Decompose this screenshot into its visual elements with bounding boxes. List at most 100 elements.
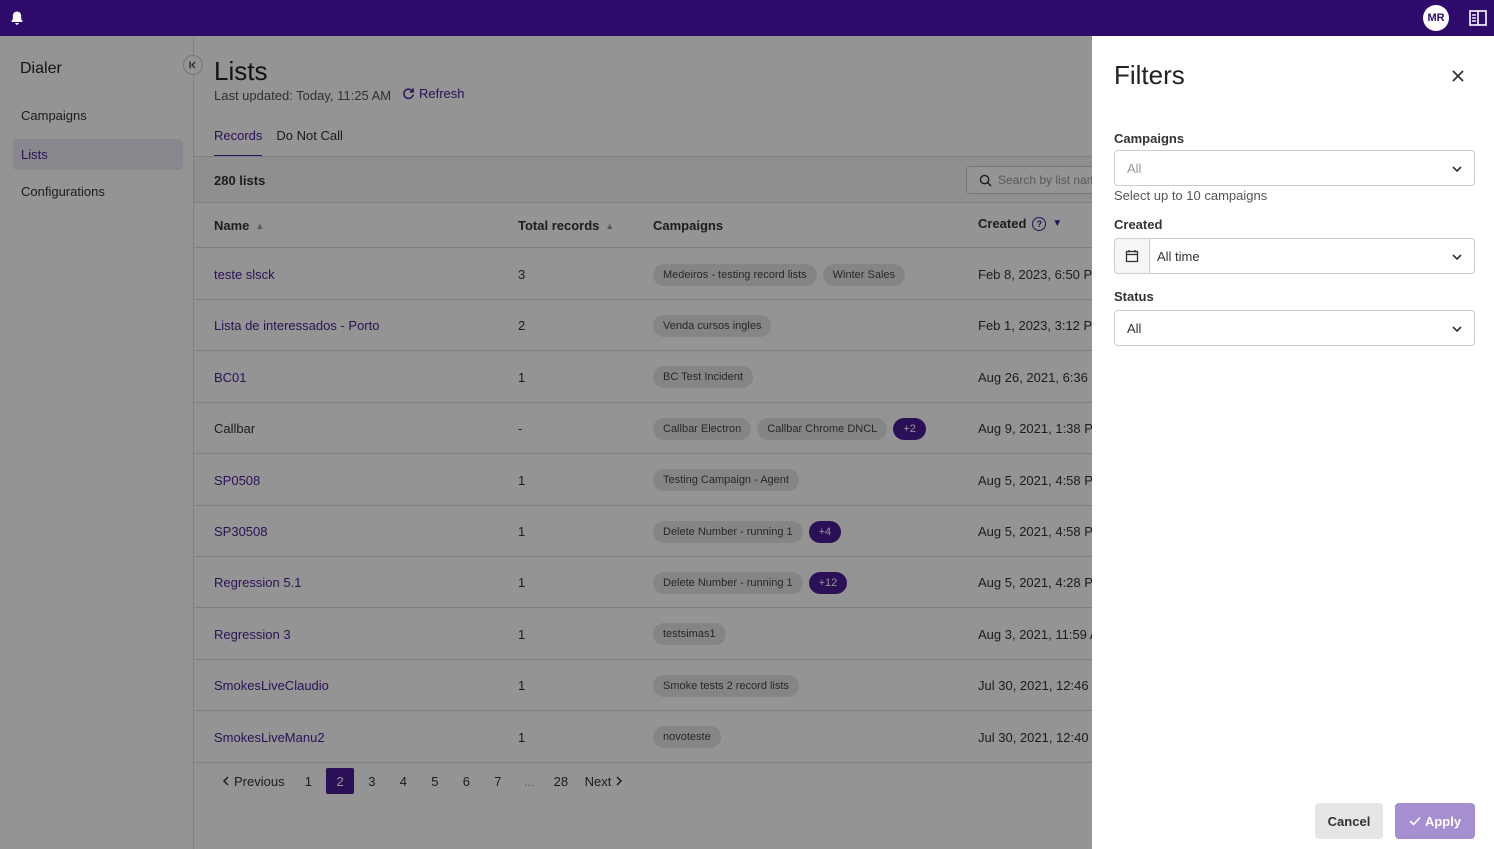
campaign-chip: novoteste — [653, 726, 721, 749]
list-name-cell[interactable]: SP30508 — [214, 524, 268, 539]
more-campaigns-chip[interactable]: +2 — [893, 417, 926, 440]
next-label: Next — [584, 773, 612, 789]
filters-title: Filters — [1114, 60, 1185, 90]
collapse-icon — [189, 61, 196, 69]
total-records-cell: 1 — [518, 369, 526, 385]
list-name-cell[interactable]: Regression 5.1 — [214, 575, 302, 591]
page-number-button[interactable]: 3 — [368, 773, 376, 789]
previous-page-button[interactable]: Previous — [214, 768, 293, 794]
campaigns-cell: novoteste — [653, 712, 721, 763]
help-icon[interactable]: ? — [1032, 216, 1047, 231]
column-header-name[interactable]: Name ▲ — [214, 218, 264, 233]
refresh-button[interactable]: Refresh — [402, 86, 465, 101]
table-row: SP30508 1 Delete Number - running 1 +4 Aug 5… — [194, 506, 1494, 557]
search-icon — [979, 174, 992, 187]
filters-panel: Filters Campaigns All Select up to 10 ca… — [1092, 36, 1494, 849]
sort-icon: ▲ — [255, 220, 265, 231]
total-records-cell: 1 — [518, 729, 526, 745]
created-date-cell: Feb 1, 2023, 3:12 PM — [978, 318, 1104, 334]
app-title: Dialer — [20, 60, 62, 77]
column-name-label: Name — [214, 218, 250, 233]
created-date-cell: Aug 26, 2021, 6:36 P — [978, 369, 1101, 385]
column-created-label: Created — [978, 216, 1027, 231]
total-records-cell: 1 — [518, 524, 526, 539]
sidebar-item-configurations[interactable]: Configurations — [21, 184, 105, 199]
created-date-cell: Jul 30, 2021, 12:40 P — [978, 729, 1101, 745]
chevron-left-icon — [222, 776, 229, 786]
created-date-cell: Aug 5, 2021, 4:58 PM — [978, 472, 1104, 488]
total-records-cell: 2 — [518, 318, 526, 334]
next-page-button[interactable]: Next — [577, 768, 632, 794]
more-campaigns-chip[interactable]: +12 — [808, 571, 848, 594]
close-icon[interactable] — [1450, 68, 1466, 84]
list-name-cell[interactable]: SmokesLiveManu2 — [214, 729, 325, 745]
campaign-chip: Delete Number - running 1 — [653, 571, 803, 594]
table-row: Regression 3 1 testsimas1 Aug 3, 2021, 11:5… — [194, 609, 1494, 660]
table-row: Regression 5.1 1 Delete Number - running 1… — [194, 557, 1494, 609]
panel-toggle-icon[interactable] — [1469, 10, 1487, 26]
apply-label: Apply — [1424, 813, 1462, 829]
list-name-cell[interactable]: Lista de interessados - Porto — [214, 318, 380, 334]
list-name-cell[interactable]: BC01 — [214, 369, 247, 385]
refresh-icon — [403, 88, 414, 100]
page-numbers: 1 2 3 4 5 6 7... 28 — [293, 768, 577, 794]
table-row: teste slsck 3 Medeiros - testing record li… — [194, 249, 1494, 300]
sidebar-item-lists[interactable]: Lists — [13, 139, 183, 170]
total-records-cell: 1 — [518, 575, 526, 591]
column-header-total-records[interactable]: Total records ▲ — [518, 218, 614, 233]
table-row: SmokesLiveClaudio 1 Smoke tests 2 record l… — [194, 660, 1494, 712]
campaign-chip: testsimas1 — [653, 623, 726, 646]
cancel-button[interactable]: Cancel — [1315, 803, 1383, 839]
campaigns-select[interactable]: All — [1114, 150, 1475, 186]
modal-backdrop[interactable] — [0, 36, 1092, 849]
refresh-label: Refresh — [419, 86, 465, 101]
campaign-chip: Delete Number - running 1 — [653, 520, 803, 543]
sort-icon: ▲ — [605, 220, 615, 231]
apply-button[interactable]: Apply — [1395, 803, 1475, 839]
column-total-label: Total records — [518, 218, 600, 233]
collapse-sidebar-button[interactable] — [183, 55, 203, 75]
campaigns-cell: Smoke tests 2 record lists — [653, 660, 799, 711]
campaign-chip: Callbar Electron — [653, 417, 752, 440]
sidebar-item-campaigns[interactable]: Campaigns — [21, 108, 87, 123]
table-row: BC01 1 BC Test Incident Aug 26, 2021, 6:36 … — [194, 352, 1494, 403]
chevron-right-icon — [616, 776, 623, 786]
tab-do-not-call[interactable]: Do Not Call — [276, 128, 343, 143]
campaign-chip: Callbar Chrome DNCL — [757, 417, 888, 440]
more-campaigns-chip[interactable]: +4 — [808, 520, 842, 543]
created-date-cell: Aug 9, 2021, 1:38 PM — [978, 421, 1104, 437]
page-number-button[interactable]: 7 — [494, 773, 502, 789]
page-number-button[interactable]: 5 — [431, 773, 439, 789]
page-number-button[interactable]: 2 — [326, 768, 355, 794]
campaigns-select-value: All — [1127, 160, 1142, 176]
table-row: Lista de interessados - Porto 2 Venda curs… — [194, 300, 1494, 352]
page-number-button[interactable]: 6 — [462, 773, 470, 789]
table-row: SP0508 1 Testing Campaign - Agent Aug 5, 20… — [194, 455, 1494, 506]
page-number-button[interactable]: 28 — [553, 773, 569, 789]
column-header-created[interactable]: Created ? ▼ — [978, 216, 1062, 231]
campaigns-cell: Delete Number - running 1 +4 — [653, 506, 842, 557]
total-records-cell: 1 — [518, 472, 526, 488]
list-name-cell[interactable]: teste slsck — [214, 267, 275, 282]
created-select[interactable]: All time — [1114, 238, 1475, 274]
campaigns-cell: Venda cursos ingles — [653, 300, 772, 351]
campaigns-cell: Delete Number - running 1 +12 — [653, 557, 848, 608]
status-select[interactable]: All — [1114, 310, 1475, 346]
column-campaigns-label: Campaigns — [653, 218, 724, 233]
list-count: 280 lists — [214, 173, 266, 188]
campaigns-cell: Testing Campaign - Agent — [653, 455, 799, 506]
user-avatar[interactable]: MR — [1423, 5, 1449, 31]
campaigns-hint: Select up to 10 campaigns — [1114, 188, 1268, 203]
list-name-cell[interactable]: SmokesLiveClaudio — [214, 678, 329, 694]
previous-label: Previous — [234, 773, 285, 789]
list-name-cell[interactable]: SP0508 — [214, 472, 261, 488]
pagination-ellipsis: ... — [523, 773, 535, 789]
chevron-down-icon — [1452, 166, 1462, 173]
page-number-button[interactable]: 4 — [399, 773, 407, 789]
bell-icon[interactable] — [9, 10, 25, 26]
campaigns-cell: Medeiros - testing record lists Winter Sa… — [653, 249, 906, 300]
list-name-cell[interactable]: Regression 3 — [214, 626, 291, 642]
campaign-chip: Winter Sales — [822, 263, 906, 286]
page-number-button[interactable]: 1 — [304, 773, 312, 789]
campaigns-cell: BC Test Incident — [653, 352, 753, 403]
